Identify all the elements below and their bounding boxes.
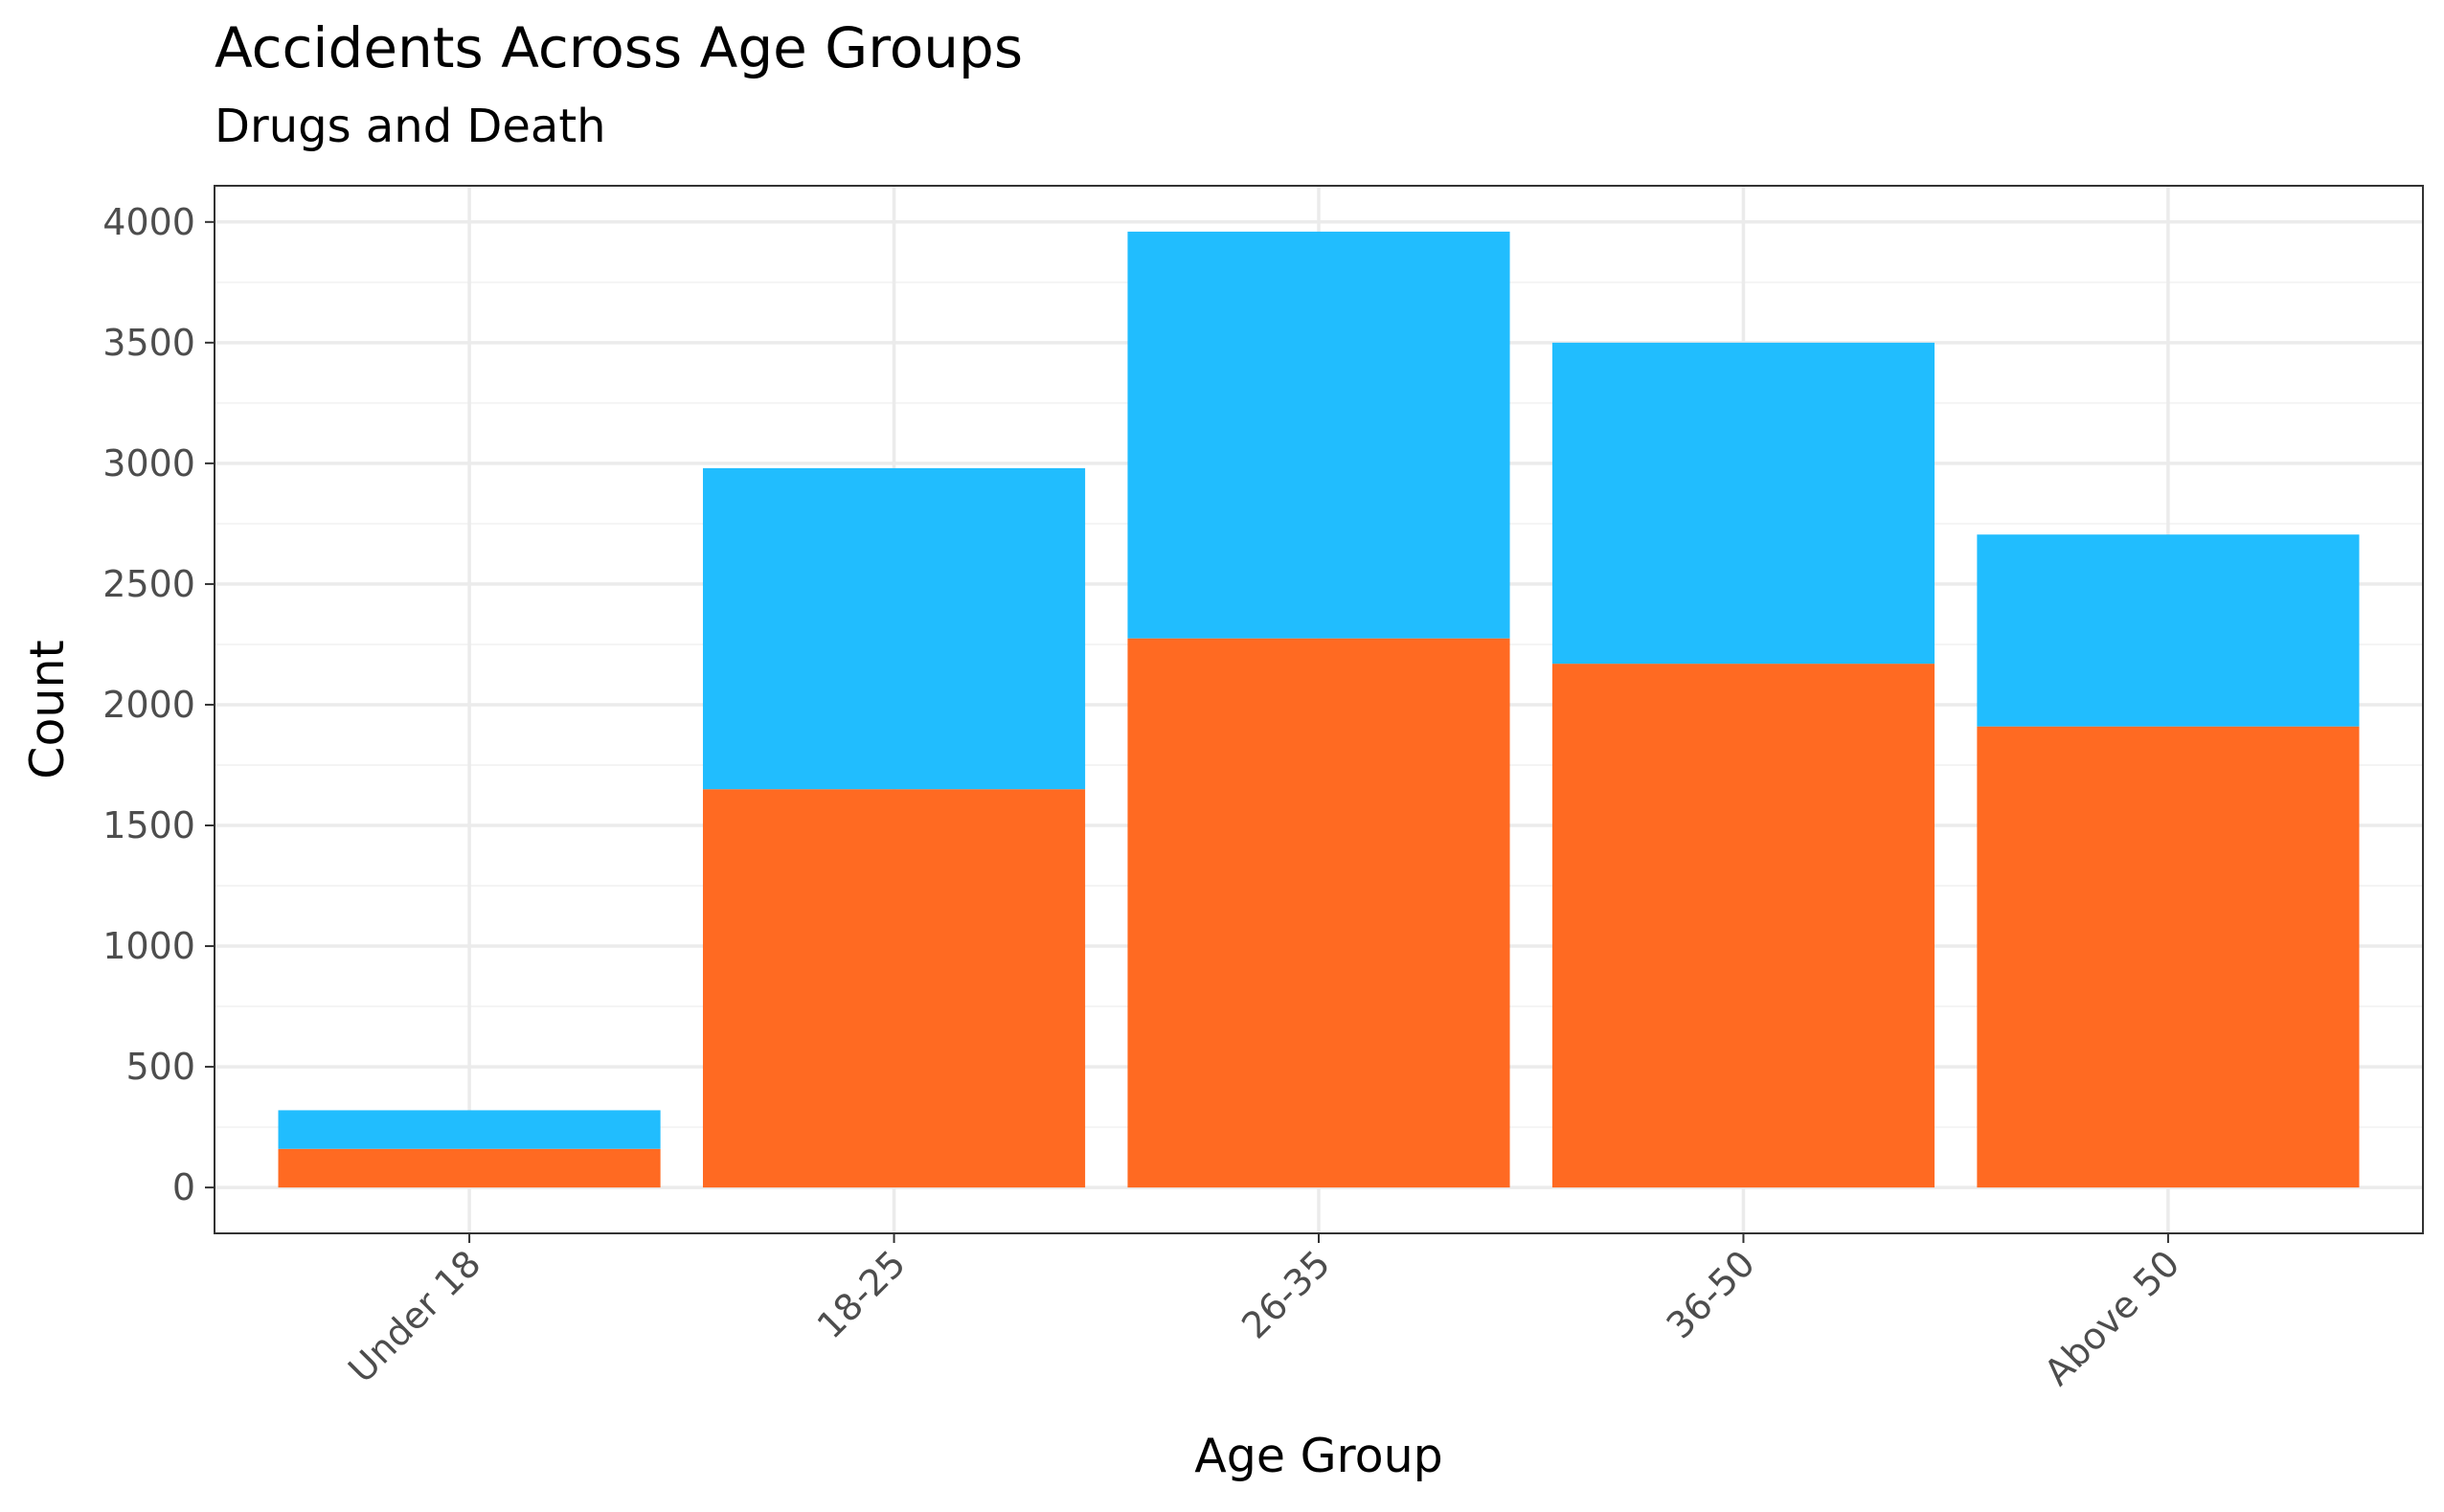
bar-lower-segment xyxy=(1551,664,1935,1188)
y-tick-label: 2500 xyxy=(102,563,195,605)
bar-upper-segment xyxy=(1551,342,1935,665)
x-axis-title: Age Group xyxy=(1194,1429,1443,1483)
chart-title: Accidents Across Age Groups xyxy=(215,15,1023,80)
bar-upper-segment xyxy=(1977,534,2360,727)
bar-upper-segment xyxy=(278,1110,661,1149)
y-tick-label: 1500 xyxy=(102,804,195,846)
bar-lower-segment xyxy=(702,789,1086,1188)
bar-lower-segment xyxy=(1127,638,1510,1188)
y-tick-label: 2000 xyxy=(102,684,195,726)
y-tick-label: 500 xyxy=(125,1046,195,1088)
bar-lower-segment xyxy=(278,1148,661,1188)
chart-subtitle: Drugs and Death xyxy=(215,100,606,153)
y-tick-label: 4000 xyxy=(102,201,195,243)
y-tick-label: 3500 xyxy=(102,322,195,364)
y-axis-title: Count xyxy=(20,640,75,779)
bar-lower-segment xyxy=(1977,726,2360,1188)
bar-upper-segment xyxy=(702,467,1086,790)
y-tick-label: 3000 xyxy=(102,442,195,485)
y-tick-label: 0 xyxy=(172,1166,195,1208)
y-tick-label: 1000 xyxy=(102,925,195,967)
bars xyxy=(278,231,2360,1188)
bar-upper-segment xyxy=(1127,231,1510,639)
